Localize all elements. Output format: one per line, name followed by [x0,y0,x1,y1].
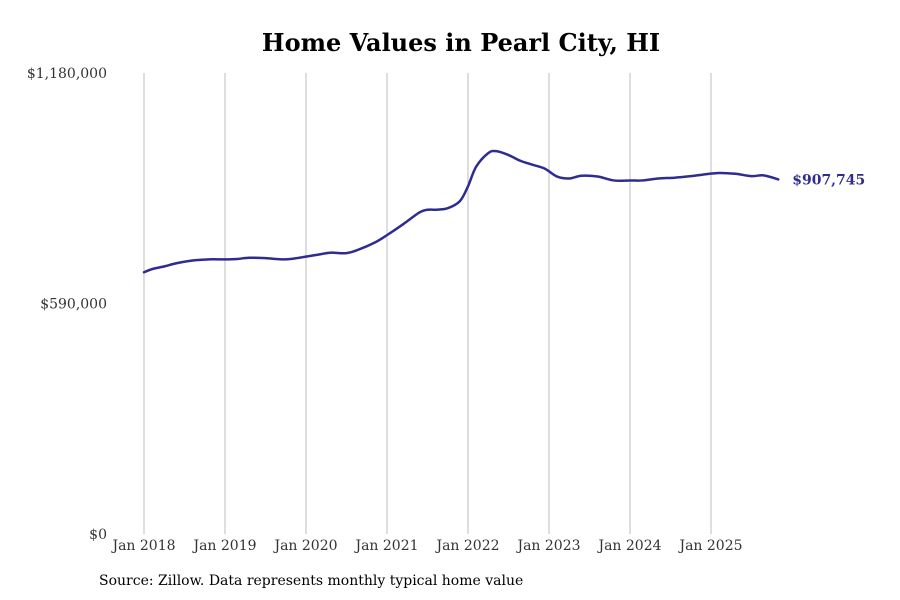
x-tick-label-0: Jan 2018 [110,538,175,554]
annotations: $907,745 [792,172,865,188]
series-line-0 [142,149,780,274]
y-tick-label-1: $590,000 [40,297,107,313]
source-note: Source: Zillow. Data represents monthly … [99,573,524,589]
vertical-gridlines [143,73,712,534]
chart-title: Home Values in Pearl City, HI [262,28,660,57]
y-axis-ticks: $0 $590,000 $1,180,000 [27,66,107,543]
x-tick-label-6: Jan 2024 [596,538,661,554]
x-tick-label-5: Jan 2023 [515,538,580,554]
x-axis-ticks: Jan 2018 Jan 2019 Jan 2020 Jan 2021 Jan 2022… [110,538,742,554]
x-tick-label-2: Jan 2020 [272,538,337,554]
end-value-label: $907,745 [792,172,865,188]
y-tick-label-0: $0 [89,527,107,543]
x-tick-label-7: Jan 2025 [677,538,742,554]
x-tick-label-1: Jan 2019 [191,538,256,554]
x-tick-label-3: Jan 2021 [353,538,418,554]
series-group [142,149,780,274]
y-tick-label-2: $1,180,000 [27,66,107,82]
x-tick-label-4: Jan 2022 [434,538,499,554]
